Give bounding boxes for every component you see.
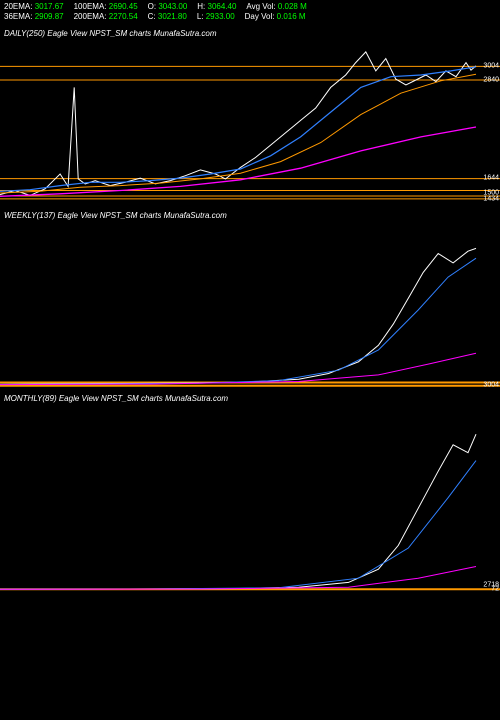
stat-value: 3021.80 [158,12,187,21]
stats-row-1: 20EMA: 3017.67 100EMA: 2690.45 O: 3043.00 H… [4,2,496,12]
stat-value: 2270.54 [109,12,138,21]
stat-label: O: [148,2,159,11]
stat-value: 0.028 M [278,2,307,11]
weekly-panel-container: WEEKLY(137) Eagle View NPST_SM charts Mu… [0,207,500,390]
stat-label: 20EMA: [4,2,35,11]
price-label: 3004 [482,381,500,388]
monthly-chart: 271872 [0,413,500,593]
stats-row-2: 36EMA: 2909.87 200EMA: 2270.54 C: 3021.80 L… [4,12,496,22]
stat-value: 0.016 M [277,12,306,21]
stat-item: Day Vol: 0.016 M [245,12,306,22]
weekly-title: WEEKLY(137) Eagle View NPST_SM charts Mu… [0,207,500,224]
stat-value: 2909.87 [35,12,64,21]
stat-value: 2690.45 [109,2,138,11]
stat-item: 100EMA: 2690.45 [74,2,138,12]
stat-item: H: 3064.40 [197,2,236,12]
daily-chart: 30042840164415001434 [0,42,500,207]
stat-label: 200EMA: [74,12,109,21]
monthly-panel-container: MONTHLY(89) Eagle View NPST_SM charts Mu… [0,390,500,593]
stat-value: 3017.67 [35,2,64,11]
stat-value: 3043.00 [158,2,187,11]
stat-label: Avg Vol: [246,2,277,11]
stat-value: 2933.00 [206,12,235,21]
weekly-chart: 3004 [0,230,500,390]
header-stats: 20EMA: 3017.67 100EMA: 2690.45 O: 3043.00 H… [0,0,500,25]
price-label: 3004 [482,63,500,70]
price-label: 2840 [482,76,500,83]
stat-item: L: 2933.00 [197,12,235,22]
stat-value: 3064.40 [208,2,237,11]
stat-label: 36EMA: [4,12,35,21]
stat-item: 20EMA: 3017.67 [4,2,64,12]
stat-label: 100EMA: [74,2,109,11]
stat-label: L: [197,12,206,21]
stat-item: 36EMA: 2909.87 [4,12,64,22]
price-label: 1434 [482,195,500,202]
stat-item: Avg Vol: 0.028 M [246,2,306,12]
stat-item: 200EMA: 2270.54 [74,12,138,22]
daily-title: DAILY(250) Eagle View NPST_SM charts Mun… [0,25,500,42]
price-label: 1644 [482,175,500,182]
stat-label: C: [148,12,158,21]
price-label: 72 [490,585,500,592]
stat-label: H: [197,2,207,11]
daily-panel-container: DAILY(250) Eagle View NPST_SM charts Mun… [0,25,500,207]
monthly-title: MONTHLY(89) Eagle View NPST_SM charts Mu… [0,390,500,407]
stat-item: C: 3021.80 [148,12,187,22]
stat-label: Day Vol: [245,12,277,21]
stat-item: O: 3043.00 [148,2,188,12]
